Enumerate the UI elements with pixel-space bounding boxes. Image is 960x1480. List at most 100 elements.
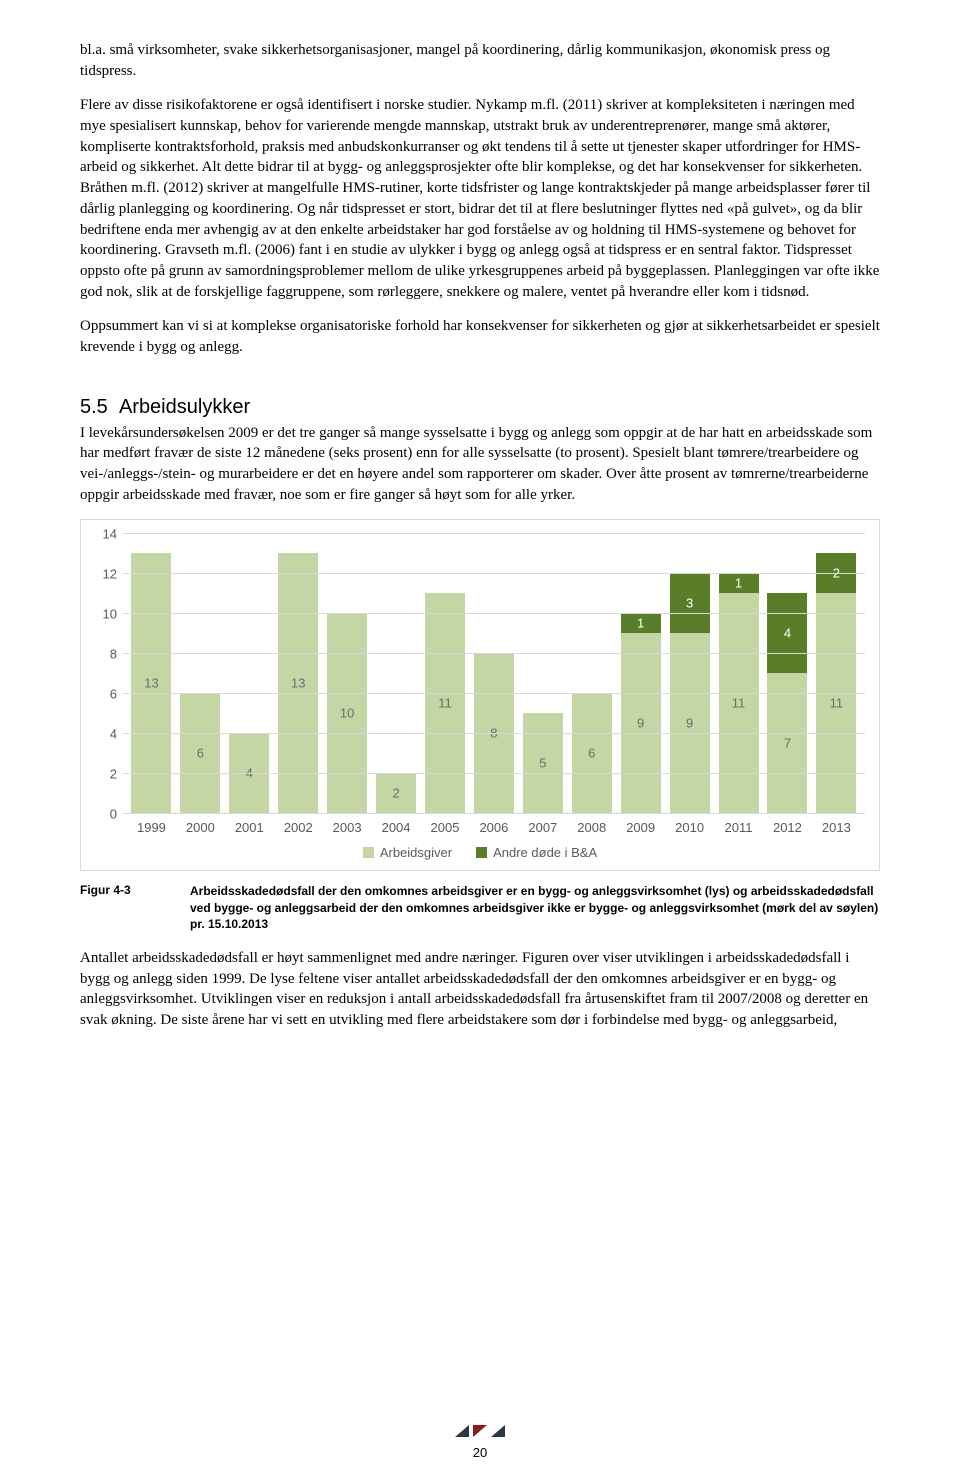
bar-segment-light: 6 (180, 693, 220, 813)
bar-value-label: 11 (816, 696, 856, 711)
bar-segment-light: 13 (131, 553, 171, 813)
bar-column: 2 (376, 773, 416, 813)
figure-label: Figur 4-3 (80, 883, 190, 932)
bar-column: 10 (327, 613, 367, 813)
x-axis: 1999 2000 2001 2002 2003 2004 2005 2006 2007 2008… (95, 814, 865, 835)
bar-column: 6 (180, 693, 220, 813)
bar-value-label: 7 (767, 736, 807, 751)
bar-segment-light: 9 (621, 633, 661, 813)
bar-column: 19 (621, 613, 661, 813)
x-tick-label: 2012 (767, 820, 807, 835)
x-tick-label: 1999 (131, 820, 171, 835)
figure-text: Arbeidsskadedødsfall der den omkomnes ar… (190, 883, 880, 932)
paragraph-3: Oppsummert kan vi si at komplekse organi… (80, 316, 880, 357)
legend: Arbeidsgiver Andre døde i B&A (95, 845, 865, 860)
gridline (123, 533, 865, 534)
x-tick-label: 2004 (376, 820, 416, 835)
bar-column: 47 (767, 593, 807, 813)
bar-segment-light: 10 (327, 613, 367, 813)
page-footer: 20 (0, 1425, 960, 1460)
y-tick-label: 14 (103, 527, 117, 542)
logo-triangle-icon (473, 1425, 487, 1437)
gridline (123, 773, 865, 774)
bar-segment-light: 11 (425, 593, 465, 813)
bar-value-label: 6 (180, 746, 220, 761)
legend-label-a: Arbeidsgiver (380, 845, 452, 860)
bar-column: 13 (131, 553, 171, 813)
bar-segment-dark: 1 (621, 613, 661, 633)
bar-segment-dark: 4 (767, 593, 807, 673)
paragraph-2: Flere av disse risikofaktorene er også i… (80, 95, 880, 302)
bar-segment-dark: 3 (670, 573, 710, 633)
x-tick-label: 2008 (572, 820, 612, 835)
bar-value-label: 13 (278, 676, 318, 691)
legend-item-arbeidsgiver: Arbeidsgiver (363, 845, 452, 860)
bar-value-label: 9 (621, 716, 661, 731)
x-tick-label: 2003 (327, 820, 367, 835)
y-tick-label: 12 (103, 567, 117, 582)
gridline (123, 613, 865, 614)
y-tick-label: 4 (110, 727, 117, 742)
paragraph-5: Antallet arbeidsskadedødsfall er høyt sa… (80, 948, 880, 1031)
y-axis: 02468101214 (95, 534, 123, 814)
x-tick-label: 2010 (670, 820, 710, 835)
bar-column: 11 (425, 593, 465, 813)
bar-column: 5 (523, 713, 563, 813)
logo-triangle-icon (455, 1425, 469, 1437)
legend-swatch-light (363, 847, 374, 858)
bar-segment-light: 9 (670, 633, 710, 813)
legend-swatch-dark (476, 847, 487, 858)
paragraph-4: I levekårsundersøkelsen 2009 er det tre … (80, 423, 880, 506)
gridline (123, 573, 865, 574)
paragraph-1: bl.a. små virksomheter, svake sikkerhets… (80, 40, 880, 81)
bar-column: 6 (572, 693, 612, 813)
bar-value-label: 11 (425, 696, 465, 711)
chart-plot-area: 02468101214 13641310211856193911147211 (95, 534, 865, 814)
x-tick-label: 2000 (180, 820, 220, 835)
y-tick-label: 2 (110, 767, 117, 782)
bar-segment-light: 11 (816, 593, 856, 813)
bar-segment-light: 6 (572, 693, 612, 813)
plot: 13641310211856193911147211 (123, 534, 865, 814)
bar-segment-light: 2 (376, 773, 416, 813)
page-number: 20 (0, 1445, 960, 1460)
x-tick-label: 2007 (523, 820, 563, 835)
bar-value-label: 9 (670, 716, 710, 731)
logo-triangle-icon (491, 1425, 505, 1437)
bar-value-label: 1 (719, 576, 759, 591)
y-tick-label: 0 (110, 807, 117, 822)
bar-value-label: 10 (327, 706, 367, 721)
x-tick-label: 2013 (816, 820, 856, 835)
x-tick-label: 2001 (229, 820, 269, 835)
x-tick-label: 2002 (278, 820, 318, 835)
x-tick-label: 2006 (474, 820, 514, 835)
bar-column: 13 (278, 553, 318, 813)
section-title: Arbeidsulykker (119, 396, 250, 418)
bar-value-label: 13 (131, 676, 171, 691)
bar-value-label: 6 (572, 746, 612, 761)
chart-container: 02468101214 13641310211856193911147211 1… (80, 519, 880, 871)
gridline (123, 653, 865, 654)
y-tick-label: 6 (110, 687, 117, 702)
gridline (123, 693, 865, 694)
bar-column: 211 (816, 553, 856, 813)
bar-segment-dark: 1 (719, 573, 759, 593)
x-tick-label: 2009 (621, 820, 661, 835)
bar-value-label: 2 (376, 786, 416, 801)
y-tick-label: 10 (103, 607, 117, 622)
bar-value-label: 11 (719, 696, 759, 711)
footer-logo (0, 1425, 960, 1437)
y-tick-label: 8 (110, 647, 117, 662)
section-number: 5.5 (80, 396, 108, 418)
section-heading: 5.5 Arbeidsulykker (80, 396, 880, 419)
figure-caption: Figur 4-3 Arbeidsskadedødsfall der den o… (80, 883, 880, 932)
x-tick-label: 2005 (425, 820, 465, 835)
bar-value-label: 3 (670, 596, 710, 611)
bar-value-label: 4 (767, 626, 807, 641)
bar-segment-light: 5 (523, 713, 563, 813)
bar-segment-light: 7 (767, 673, 807, 813)
gridline (123, 733, 865, 734)
x-tick-label: 2011 (719, 820, 759, 835)
bar-value-label: 5 (523, 756, 563, 771)
bar-value-label: 1 (621, 616, 661, 631)
